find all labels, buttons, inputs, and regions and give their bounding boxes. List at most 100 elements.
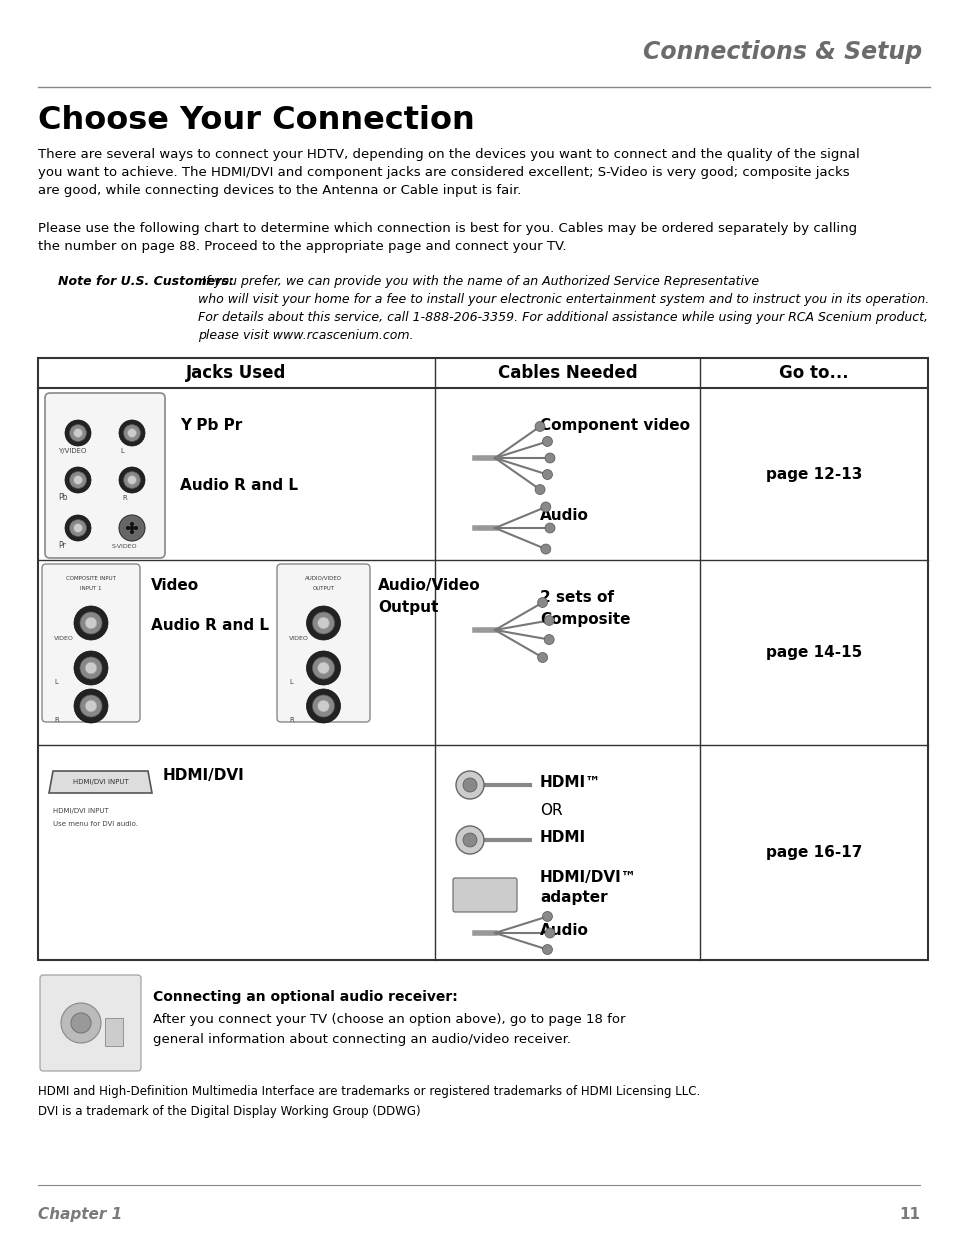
Text: page 14-15: page 14-15 [765,645,862,659]
Text: 2 sets of: 2 sets of [539,590,614,605]
Text: Composite: Composite [539,613,630,627]
Text: Choose Your Connection: Choose Your Connection [38,105,475,136]
Bar [105,1018,123,1046]
Text: Pr: Pr [58,541,66,550]
Circle shape [128,475,136,484]
Text: COMPOSITE INPUT: COMPOSITE INPUT [66,576,116,580]
Text: Y/VIDEO: Y/VIDEO [58,448,87,454]
Circle shape [130,530,133,534]
Circle shape [535,421,544,431]
Circle shape [124,425,140,441]
Text: 11: 11 [898,1207,919,1221]
Circle shape [119,467,145,493]
Circle shape [313,613,335,634]
Text: Output: Output [377,600,438,615]
Text: HDMI: HDMI [539,830,585,845]
Text: Go to...: Go to... [779,364,848,382]
Text: Please use the following chart to determine which connection is best for you. Ca: Please use the following chart to determ… [38,222,856,253]
Text: OR: OR [539,803,562,818]
Text: AUDIO/VIDEO: AUDIO/VIDEO [305,576,341,580]
Circle shape [306,606,340,640]
Circle shape [85,618,97,629]
Circle shape [544,927,555,939]
Text: Chapter 1: Chapter 1 [38,1207,122,1221]
Circle shape [317,700,329,711]
Text: Jacks Used: Jacks Used [186,364,287,382]
Circle shape [306,651,340,685]
Circle shape [70,472,87,489]
Circle shape [130,526,134,531]
Text: Audio/Video: Audio/Video [377,578,480,593]
FancyBboxPatch shape [45,393,165,558]
Text: DVI is a trademark of the Digital Display Working Group (DDWG): DVI is a trademark of the Digital Displa… [38,1105,420,1118]
Text: HDMI/DVI INPUT: HDMI/DVI INPUT [53,808,109,814]
Text: Component video: Component video [539,417,689,433]
Text: L: L [120,448,124,454]
Text: Use menu for DVI audio.: Use menu for DVI audio. [53,821,138,827]
Circle shape [74,689,108,722]
Circle shape [456,771,483,799]
Text: HDMI/DVI INPUT: HDMI/DVI INPUT [72,779,129,785]
Circle shape [313,657,335,679]
Text: Y Pb Pr: Y Pb Pr [180,417,242,433]
Text: Pb: Pb [58,493,68,501]
Circle shape [74,606,108,640]
Text: HDMI/DVI™: HDMI/DVI™ [539,869,637,885]
Circle shape [537,598,547,608]
Text: adapter: adapter [539,890,607,905]
Text: Audio: Audio [539,508,588,522]
Text: L: L [289,679,293,685]
FancyBboxPatch shape [453,878,517,911]
Text: INPUT 1: INPUT 1 [80,585,102,592]
Text: Cables Needed: Cables Needed [497,364,637,382]
Text: Note for U.S. Customers:: Note for U.S. Customers: [58,275,233,288]
Circle shape [126,526,130,530]
Polygon shape [49,771,152,793]
FancyBboxPatch shape [40,974,141,1071]
Text: Audio: Audio [539,923,588,939]
Circle shape [73,429,83,437]
Circle shape [61,1003,101,1044]
Text: Audio R and L: Audio R and L [151,618,269,634]
Text: HDMI™: HDMI™ [539,776,600,790]
Circle shape [317,618,329,629]
Circle shape [85,700,97,711]
Text: R: R [54,718,59,722]
Circle shape [544,522,555,534]
Circle shape [130,522,133,526]
Circle shape [317,662,329,674]
Text: HDMI/DVI: HDMI/DVI [163,768,245,783]
Circle shape [71,1013,91,1032]
Circle shape [65,420,91,446]
Text: There are several ways to connect your HDTV, depending on the devices you want t: There are several ways to connect your H… [38,148,859,198]
Circle shape [119,515,145,541]
Circle shape [65,467,91,493]
Text: Connections & Setup: Connections & Setup [642,40,921,64]
Circle shape [119,420,145,446]
Circle shape [543,615,554,625]
Text: Connecting an optional audio receiver:: Connecting an optional audio receiver: [152,990,457,1004]
Circle shape [462,832,476,847]
Circle shape [540,545,550,555]
Circle shape [85,662,97,674]
Text: general information about connecting an audio/video receiver.: general information about connecting an … [152,1032,571,1046]
Text: VIDEO: VIDEO [54,636,73,641]
Text: S-VIDEO: S-VIDEO [112,543,137,550]
Text: OUTPUT: OUTPUT [313,585,335,592]
Text: If you prefer, we can provide you with the name of an Authorized Service Represe: If you prefer, we can provide you with t… [198,275,928,342]
Circle shape [542,945,552,955]
Text: page 12-13: page 12-13 [765,467,862,482]
Circle shape [65,515,91,541]
Circle shape [133,526,138,530]
Circle shape [74,651,108,685]
Circle shape [80,657,102,679]
Circle shape [80,695,102,718]
Circle shape [73,475,83,484]
Circle shape [456,826,483,853]
Circle shape [128,429,136,437]
Text: R: R [289,718,294,722]
FancyBboxPatch shape [42,564,140,722]
Text: page 16-17: page 16-17 [765,845,862,860]
FancyBboxPatch shape [276,564,370,722]
Text: VIDEO: VIDEO [289,636,309,641]
